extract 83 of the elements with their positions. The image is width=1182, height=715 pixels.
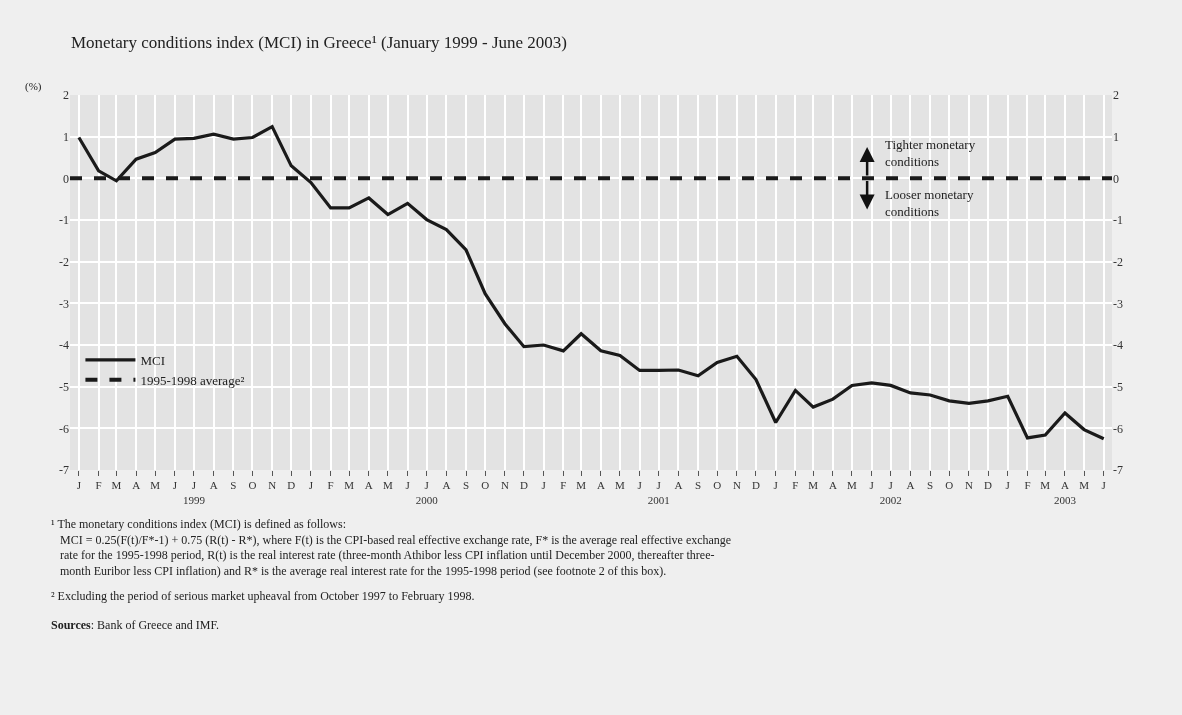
annotation: Tighter monetary conditions: [885, 137, 976, 169]
x-tick-label: M: [1040, 479, 1051, 492]
x-tick-label: M: [111, 479, 122, 492]
y-tick-label: -4: [59, 338, 69, 353]
x-tick-label: J 2000: [415, 479, 439, 506]
x-tick-label: S: [695, 479, 702, 492]
text: ² Excluding the period of serious market upheaval from October 1997 to February 1998.: [51, 589, 475, 603]
y2-tick-label: 0: [1113, 171, 1119, 186]
x-tick-label: A: [906, 479, 915, 492]
x-tick-label: J: [869, 479, 875, 492]
y2-tick-label: -6: [1113, 421, 1123, 436]
x-tick-label: N: [268, 479, 277, 492]
y-tick-label: 0: [63, 171, 69, 186]
x-tick-label: O: [248, 479, 257, 492]
y-tick-label: -2: [59, 254, 69, 269]
chart-title: Monetary conditions index (MCI) in Greece¹ (January 1999 - June 2003): [70, 32, 568, 52]
y-axis-title: (%): [25, 80, 42, 93]
y2-tick-label: -2: [1113, 254, 1123, 269]
text: ¹ The monetary conditions index (MCI) is defined as follows: MCI = 0.25(F(t)/F*-1) + 0.75 (R(t) - R*), where F(t) is the CPI-based real effective exchange rate, F* is the average real effective exchange rate for the 1995-1998 period, R(t) is the real interest rate (three-month Athibor less CPI inflation until December 2000, thereafter three- month Euribor less CPI inflation) and R* is the average real interest rate for the 1995-1998 period (see footnote 2 of this box).: [51, 517, 732, 578]
x-tick-label: J: [637, 479, 643, 492]
x-tick-label: M: [1079, 479, 1090, 492]
x-tick-label: M: [615, 479, 626, 492]
x-tick-label: D: [287, 479, 296, 492]
x-tick-label: M: [847, 479, 858, 492]
x-tick-label: F: [95, 479, 102, 492]
annotation: Looser monetary conditions: [885, 187, 974, 219]
legend-label: MCI: [140, 353, 165, 369]
source-note: Sources: Bank of Greece and IMF.: [51, 618, 220, 632]
x-tick-label: A: [596, 479, 605, 492]
x-tick-label: A 2003: [1053, 479, 1077, 506]
x-tick-label: F: [327, 479, 334, 492]
y-tick-label: -6: [59, 421, 69, 436]
x-tick-label: N: [732, 479, 741, 492]
y2-tick-label: -1: [1113, 213, 1123, 228]
x-tick-label: N: [964, 479, 973, 492]
y2-tick-label: -5: [1113, 379, 1123, 394]
x-tick-label: M: [382, 479, 393, 492]
y2-tick-label: 1: [1113, 129, 1119, 144]
x-tick-label: J: [172, 479, 178, 492]
x-tick-label: J: [773, 479, 779, 492]
y2-tick-label: -7: [1113, 463, 1123, 478]
x-tick-label: M: [150, 479, 161, 492]
x-tick-label: J: [405, 479, 411, 492]
x-tick-label: M: [808, 479, 819, 492]
x-tick-label: S: [230, 479, 237, 492]
x-tick-label: F: [1024, 479, 1031, 492]
x-tick-label: O: [713, 479, 722, 492]
x-tick-label: A: [442, 479, 451, 492]
x-tick-label: D: [984, 479, 993, 492]
x-tick-label: J: [541, 479, 547, 492]
x-tick-label: J 2001: [647, 479, 670, 506]
y-tick-label: -3: [59, 296, 69, 311]
y-tick-label: -1: [59, 213, 69, 228]
y2-tick-label: -3: [1113, 296, 1123, 311]
x-tick-label: F: [560, 479, 567, 492]
x-tick-label: A: [364, 479, 373, 492]
x-tick-label: D: [752, 479, 760, 492]
x-tick-label: M: [576, 479, 587, 492]
y-tick-label: 2: [63, 88, 69, 103]
x-tick-label: J 1999: [182, 479, 206, 506]
x-tick-label: J: [76, 479, 82, 492]
x-tick-label: A: [132, 479, 141, 492]
x-tick-label: A: [828, 479, 837, 492]
x-tick-label: S: [463, 479, 470, 492]
y2-tick-label: -4: [1113, 338, 1123, 353]
x-tick-label: J: [1101, 479, 1107, 492]
x-tick-label: N: [500, 479, 509, 492]
x-tick-label: D: [519, 479, 528, 492]
y-tick-label: 1: [63, 129, 69, 144]
x-tick-label: J: [1005, 479, 1011, 492]
y-tick-label: -5: [59, 379, 69, 394]
y-tick-label: -7: [59, 463, 69, 478]
legend-label: 1995-1998 average²: [140, 372, 245, 388]
x-tick-label: M: [344, 479, 355, 492]
x-tick-label: O: [945, 479, 954, 492]
x-tick-label: J 2002: [879, 479, 902, 506]
x-tick-label: J: [308, 479, 314, 492]
y2-tick-label: 2: [1113, 88, 1119, 103]
x-tick-label: A: [209, 479, 218, 492]
x-tick-label: S: [927, 479, 934, 492]
x-tick-label: F: [792, 479, 799, 492]
x-tick-label: A: [674, 479, 683, 492]
x-tick-label: O: [481, 479, 490, 492]
